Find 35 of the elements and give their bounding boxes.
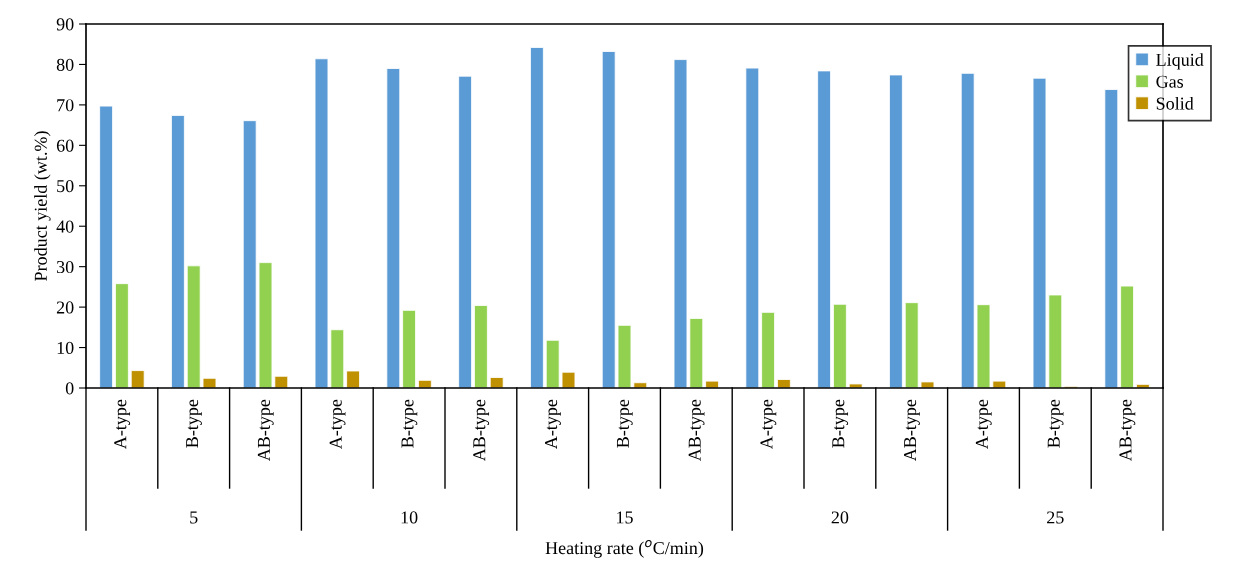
text: 5 xyxy=(190,511,198,524)
y-tick-label: 50 xyxy=(57,180,74,193)
x-tick-label: AB-type xyxy=(1119,399,1136,462)
text: 10 xyxy=(401,511,418,524)
y-tick-label: 30 xyxy=(57,260,74,274)
text: 25 xyxy=(1047,511,1064,524)
x-tick-label: B-type xyxy=(616,399,633,448)
y-tick-label: 0 xyxy=(65,382,74,395)
x-tick-label: AB-type xyxy=(257,399,274,462)
y-axis-title: Product yield (wt.%) xyxy=(34,131,51,281)
legend-label: Gas xyxy=(1156,75,1184,88)
x-tick-label: AB-type xyxy=(688,399,705,462)
legend-label: Solid xyxy=(1156,96,1194,110)
x-tick-label: B-type xyxy=(832,399,849,448)
x-tick-label: A-type xyxy=(760,399,777,450)
x-tick-label: AB-type xyxy=(904,399,920,462)
x-tick-label: AB-type xyxy=(473,399,490,462)
text: 20 xyxy=(831,511,849,524)
x-tick-label: B-type xyxy=(1047,399,1064,448)
legend-label: Liquid xyxy=(1156,53,1204,70)
x-tick-label: B-type xyxy=(401,399,418,448)
x-tick-label: B-type xyxy=(186,399,202,448)
y-tick-label: 60 xyxy=(56,139,74,152)
x-axis-title: Heating rate ($^{o}$C/min) xyxy=(545,539,704,558)
y-tick-label: 70 xyxy=(57,99,74,112)
y-tick-label: 20 xyxy=(56,301,74,314)
text: 15 xyxy=(617,511,633,524)
x-tick-label: A-type xyxy=(329,399,346,450)
y-tick-label: 10 xyxy=(57,341,74,354)
y-tick-label: 80 xyxy=(56,58,74,71)
y-tick-label: 40 xyxy=(56,220,74,233)
x-tick-label: A-type xyxy=(545,399,561,450)
y-tick-label: 90 xyxy=(56,18,74,31)
x-tick-label: A-type xyxy=(114,399,131,450)
x-tick-label: A-type xyxy=(975,399,992,450)
